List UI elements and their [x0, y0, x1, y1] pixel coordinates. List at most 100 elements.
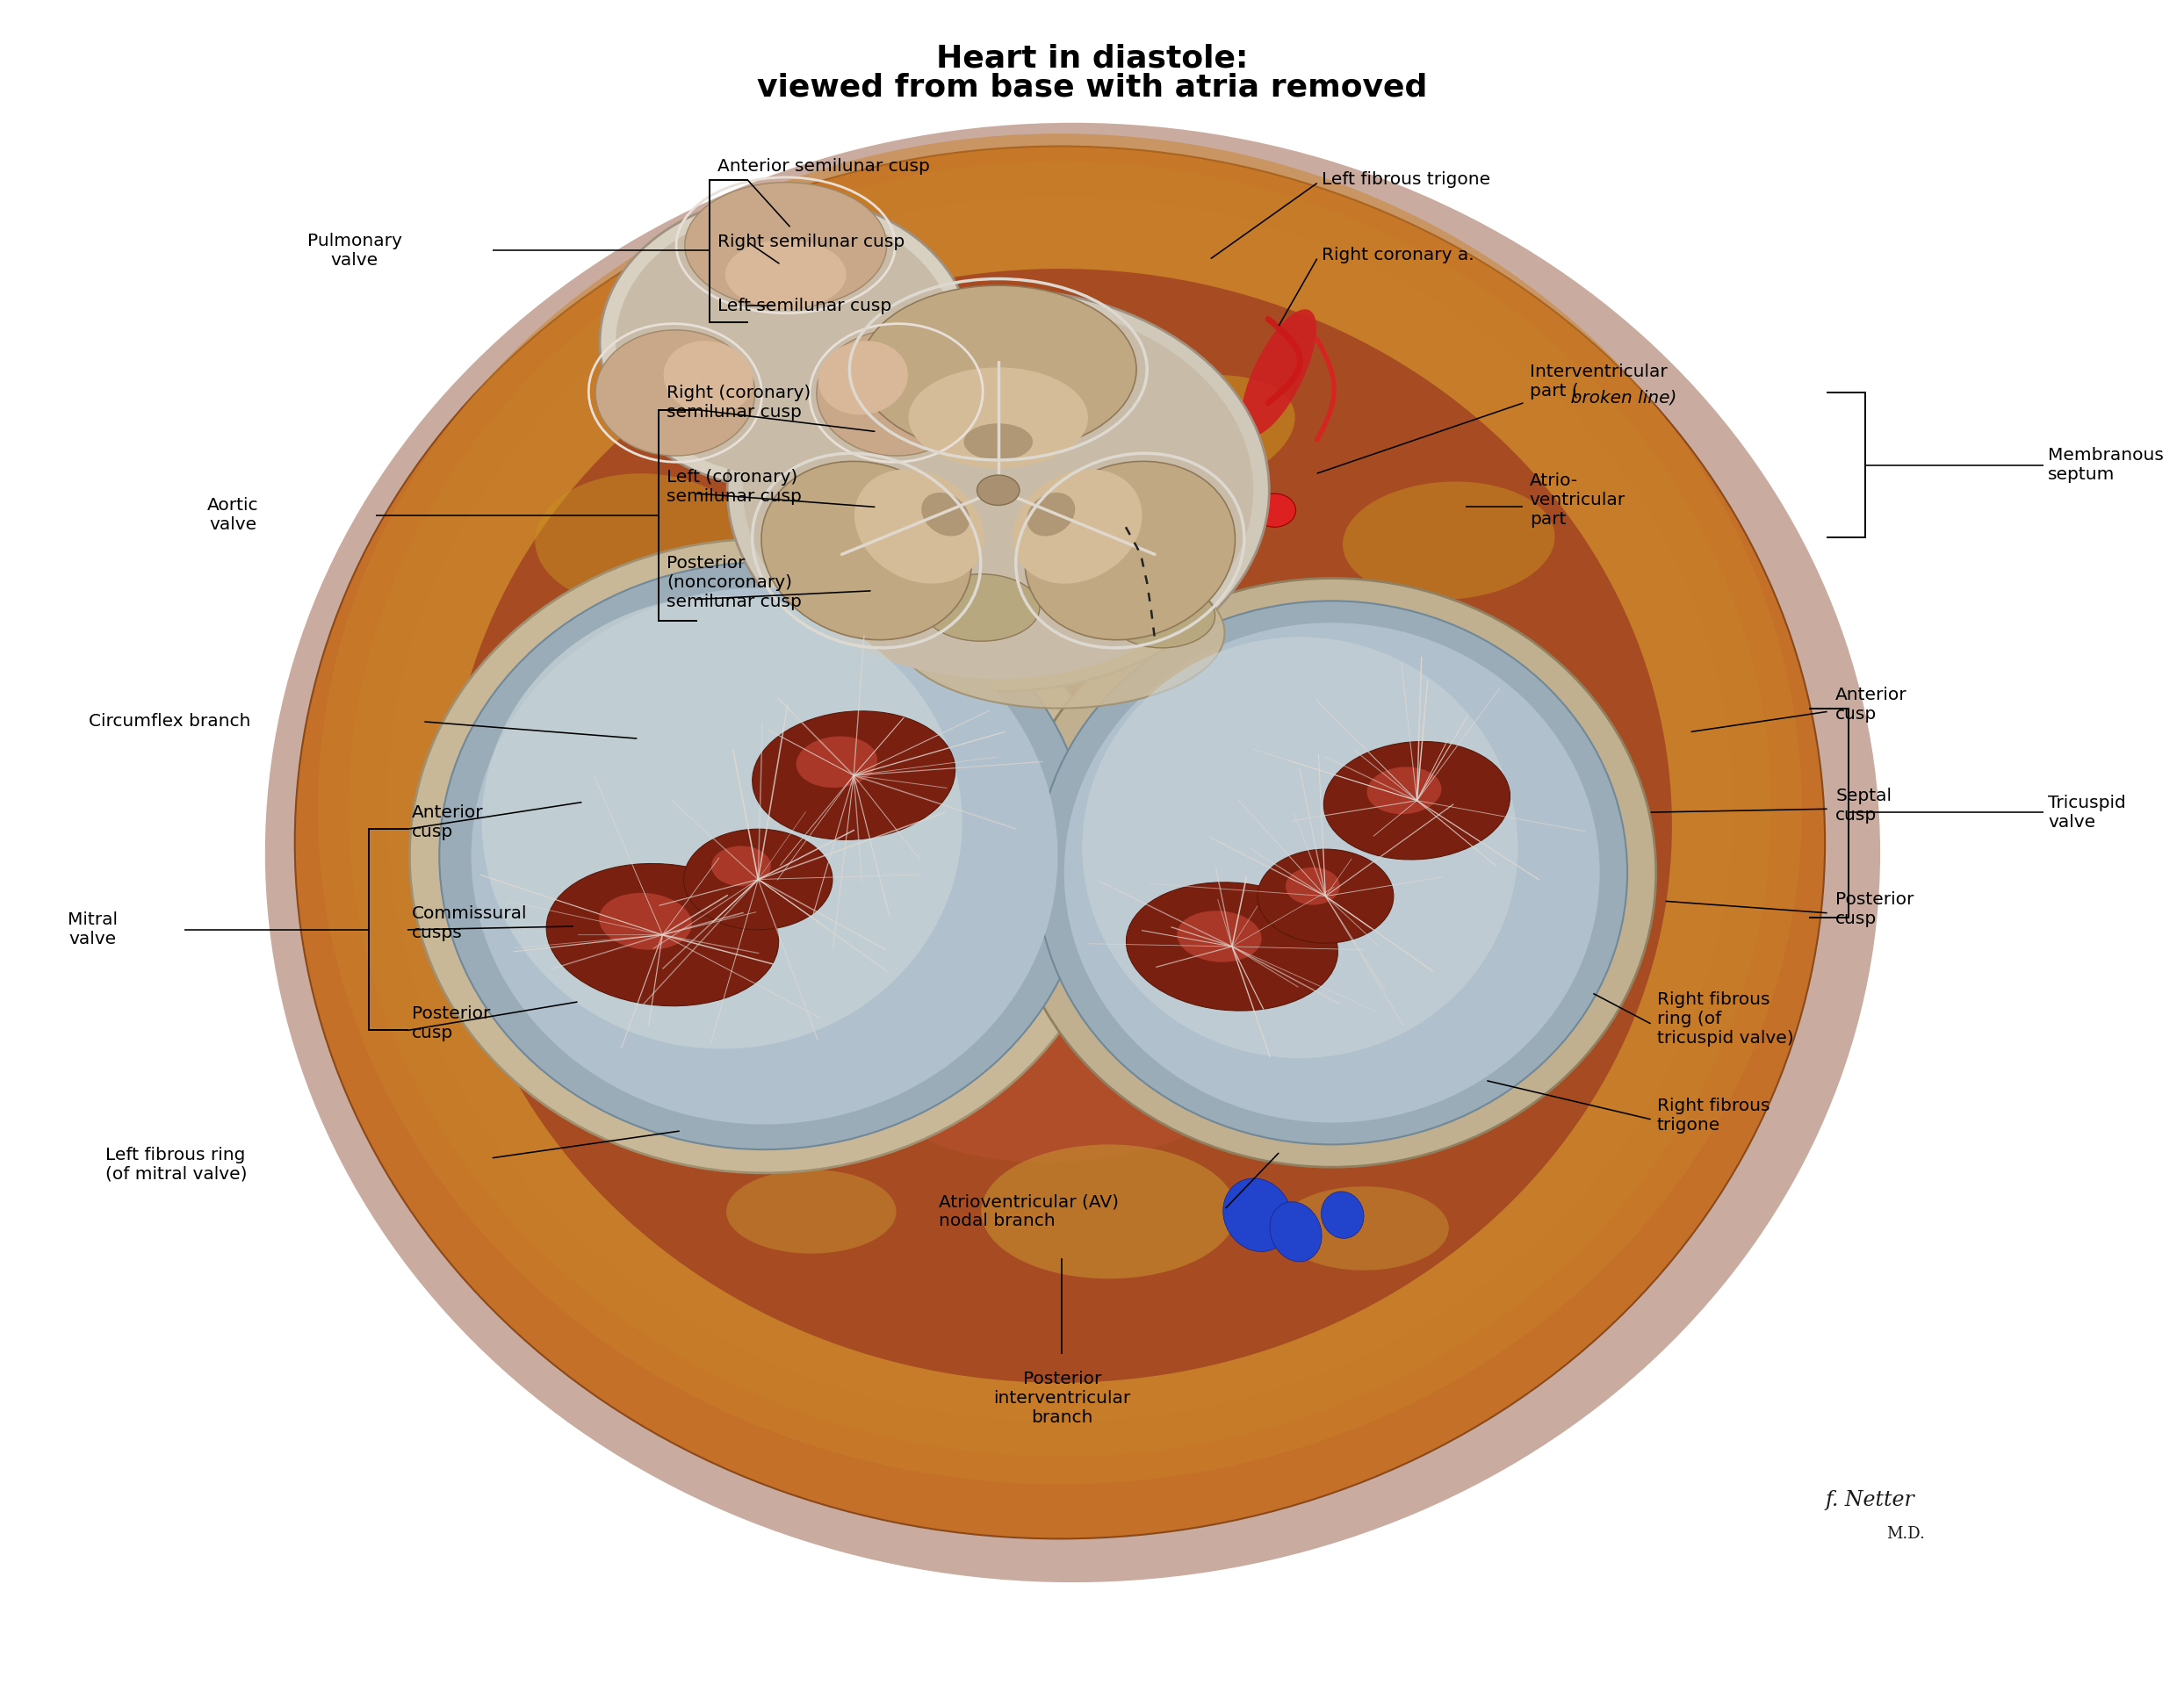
Ellipse shape [535, 473, 747, 608]
Ellipse shape [625, 728, 657, 789]
Ellipse shape [387, 195, 1734, 1422]
Ellipse shape [1223, 1178, 1293, 1252]
Text: Left fibrous trigone: Left fibrous trigone [1321, 172, 1489, 189]
Text: Mitral
valve: Mitral valve [68, 912, 118, 947]
Text: f. Netter: f. Netter [1826, 1490, 1913, 1510]
Text: Aortic
valve: Aortic valve [207, 497, 260, 534]
Ellipse shape [727, 1169, 895, 1254]
Ellipse shape [616, 625, 666, 664]
Text: Right (coronary)
semilunar cusp: Right (coronary) semilunar cusp [666, 384, 810, 421]
Ellipse shape [1321, 1191, 1363, 1238]
Ellipse shape [546, 863, 780, 1006]
Ellipse shape [854, 468, 985, 583]
Ellipse shape [439, 563, 1090, 1149]
Ellipse shape [526, 955, 577, 1016]
Ellipse shape [924, 575, 1040, 642]
Text: Right coronary a.: Right coronary a. [1321, 248, 1474, 263]
Text: Septal
cusp: Septal cusp [1835, 787, 1891, 824]
Ellipse shape [1109, 585, 1214, 649]
Ellipse shape [793, 352, 1083, 495]
Ellipse shape [1286, 868, 1341, 905]
Ellipse shape [1321, 725, 1577, 960]
Ellipse shape [1241, 310, 1317, 436]
Ellipse shape [349, 162, 1771, 1456]
Ellipse shape [577, 608, 620, 674]
Ellipse shape [1324, 741, 1509, 859]
Text: Posterior
interventricular
branch: Posterior interventricular branch [994, 1372, 1131, 1426]
Ellipse shape [264, 123, 1880, 1582]
Ellipse shape [819, 340, 909, 415]
Polygon shape [821, 369, 950, 440]
Ellipse shape [1114, 602, 1444, 748]
Text: Left semilunar cusp: Left semilunar cusp [719, 297, 891, 313]
Ellipse shape [295, 147, 1826, 1538]
Ellipse shape [686, 182, 887, 308]
Ellipse shape [860, 285, 1136, 453]
Ellipse shape [664, 340, 753, 415]
Ellipse shape [1269, 1201, 1321, 1262]
Ellipse shape [963, 423, 1033, 460]
Ellipse shape [1083, 637, 1518, 1058]
Ellipse shape [976, 475, 1020, 505]
Text: Circumflex branch: Circumflex branch [90, 713, 251, 730]
Ellipse shape [411, 539, 1120, 1173]
Ellipse shape [1064, 623, 1599, 1122]
Ellipse shape [762, 462, 972, 640]
Ellipse shape [601, 195, 972, 489]
Text: Heart in diastole:: Heart in diastole: [937, 44, 1247, 74]
Ellipse shape [1343, 482, 1555, 600]
Ellipse shape [1214, 910, 1428, 1110]
Text: Right fibrous
ring (of
tricuspid valve): Right fibrous ring (of tricuspid valve) [1658, 991, 1793, 1046]
Text: Atrio-
ventricular
part: Atrio- ventricular part [1529, 472, 1625, 527]
Ellipse shape [1013, 468, 1142, 583]
Ellipse shape [692, 548, 1059, 735]
Text: Anterior
cusp: Anterior cusp [1835, 687, 1907, 723]
Ellipse shape [1007, 578, 1655, 1168]
Ellipse shape [895, 558, 1225, 708]
Ellipse shape [1177, 912, 1262, 962]
Ellipse shape [1367, 767, 1441, 814]
Text: Posterior
cusp: Posterior cusp [1835, 891, 1913, 928]
Ellipse shape [712, 846, 771, 886]
Ellipse shape [638, 649, 679, 682]
Ellipse shape [684, 829, 832, 930]
Ellipse shape [1280, 1186, 1448, 1270]
Ellipse shape [1258, 849, 1393, 944]
Ellipse shape [448, 268, 1673, 1383]
Ellipse shape [557, 708, 810, 977]
Ellipse shape [1026, 492, 1075, 536]
Text: Posterior
(noncoronary)
semilunar cusp: Posterior (noncoronary) semilunar cusp [666, 554, 802, 610]
Ellipse shape [703, 910, 917, 1110]
Ellipse shape [603, 615, 638, 642]
Ellipse shape [909, 367, 1088, 468]
Ellipse shape [483, 596, 963, 1048]
Text: Membranous
septum: Membranous septum [2049, 447, 2164, 484]
Text: Right fibrous
trigone: Right fibrous trigone [1658, 1099, 1769, 1134]
Ellipse shape [317, 133, 1802, 1484]
Text: Anterior semilunar cusp: Anterior semilunar cusp [719, 158, 930, 175]
Ellipse shape [1254, 494, 1295, 527]
Ellipse shape [598, 893, 692, 950]
Text: Commissural
cusps: Commissural cusps [413, 905, 526, 940]
Ellipse shape [751, 711, 954, 839]
Text: Right semilunar cusp: Right semilunar cusp [719, 234, 904, 251]
Ellipse shape [1024, 462, 1236, 640]
Ellipse shape [727, 288, 1269, 691]
Ellipse shape [1212, 433, 1260, 514]
Text: Interventricular
part (: Interventricular part ( [1529, 364, 1666, 399]
Ellipse shape [1127, 883, 1339, 1011]
Text: Left (coronary)
semilunar cusp: Left (coronary) semilunar cusp [666, 468, 802, 506]
Ellipse shape [1051, 374, 1295, 506]
Ellipse shape [981, 1144, 1236, 1279]
Ellipse shape [725, 239, 845, 308]
Text: Atrioventricular (AV)
nodal branch: Atrioventricular (AV) nodal branch [939, 1193, 1118, 1230]
Text: broken line): broken line) [1531, 389, 1677, 406]
Ellipse shape [817, 330, 976, 457]
Ellipse shape [1037, 602, 1627, 1144]
Text: Anterior
cusp: Anterior cusp [413, 804, 483, 841]
Ellipse shape [922, 492, 970, 536]
Ellipse shape [898, 1026, 1236, 1163]
Ellipse shape [596, 330, 756, 457]
Text: Pulmonary
valve: Pulmonary valve [308, 233, 402, 268]
Text: viewed from base with atria removed: viewed from base with atria removed [758, 72, 1426, 103]
